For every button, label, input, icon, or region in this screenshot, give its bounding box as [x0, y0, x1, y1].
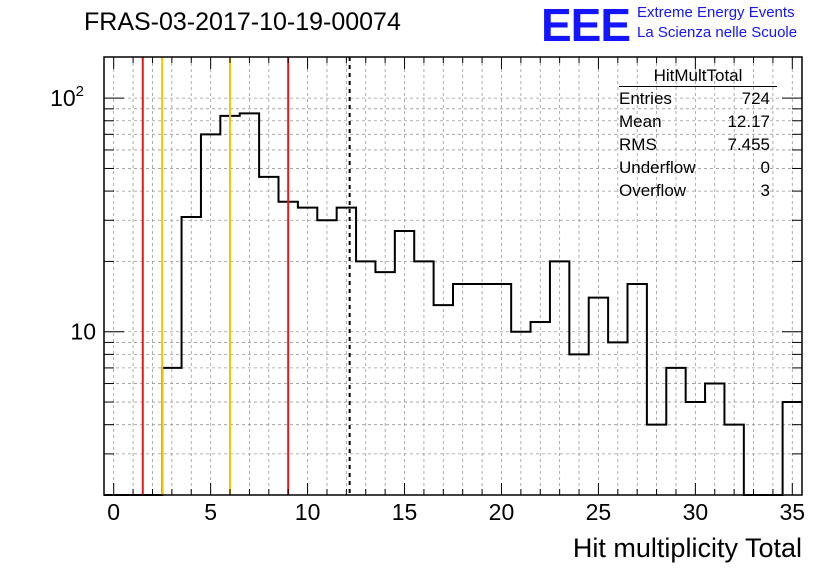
histogram-outline [104, 112, 802, 496]
logo-line-1: Extreme Energy Events [637, 4, 795, 21]
stats-label: Overflow [619, 181, 687, 200]
x-axis-label: Hit multiplicity Total [572, 533, 802, 563]
stats-value: 3 [760, 181, 770, 200]
y-tick-label: 10 [70, 319, 96, 345]
y-tick-label: 102 [50, 83, 84, 111]
x-tick-label: 20 [489, 499, 515, 525]
x-tick-label: 30 [683, 499, 709, 525]
stats-row-underflow: Underflow 0 [611, 158, 778, 181]
x-tick-label: 5 [204, 499, 217, 525]
stats-value: 724 [741, 89, 770, 108]
stats-value: 7.455 [727, 135, 770, 154]
x-tick-label: 35 [780, 499, 806, 525]
stats-title: HitMultTotal [619, 66, 777, 87]
stats-label: Entries [619, 89, 672, 108]
chart-title: FRAS-03-2017-10-19-00074 [84, 8, 401, 36]
stats-row-overflow: Overflow 3 [611, 181, 778, 204]
stats-row-mean: Mean 12.17 [611, 112, 778, 135]
stats-row-rms: RMS 7.455 [611, 135, 778, 158]
stats-value: 0 [760, 158, 770, 177]
x-tick-label: 10 [295, 499, 321, 525]
stats-box: HitMultTotal Entries 724 Mean 12.17 RMS … [611, 66, 778, 204]
stats-label: Mean [619, 112, 662, 131]
histogram-bin [201, 134, 220, 495]
plot-frame [103, 56, 803, 496]
x-tick-label: 0 [107, 499, 120, 525]
x-tick-label: 15 [392, 499, 418, 525]
x-tick-label: 25 [586, 499, 612, 525]
stats-label: Underflow [619, 158, 696, 177]
logo-line-2: La Scienza nelle Scuole [637, 24, 798, 41]
stats-row-entries: Entries 724 [611, 89, 778, 112]
stats-label: RMS [619, 135, 657, 154]
eee-logo: EEE [541, 0, 631, 51]
stats-value: 12.17 [727, 112, 770, 131]
